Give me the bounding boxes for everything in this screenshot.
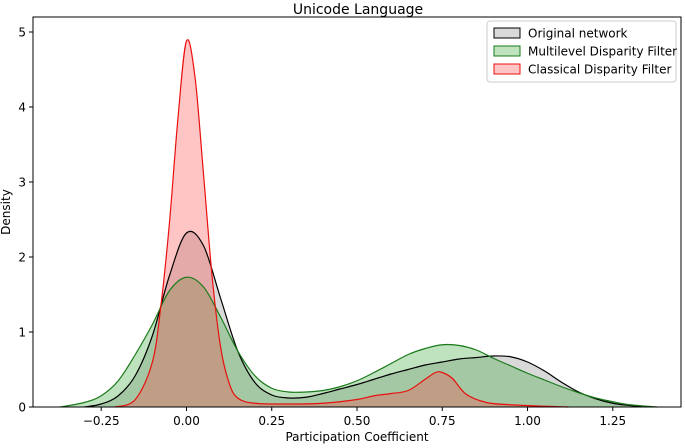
y-tick-label: 1	[18, 326, 26, 340]
series-line-classical-disparity-filter	[114, 39, 569, 408]
x-tick-label: 1.25	[599, 414, 626, 428]
legend-label-multilevel-disparity-filter: Multilevel Disparity Filter	[528, 45, 677, 59]
x-tick-label: 0.25	[258, 414, 285, 428]
series-line-original-network	[84, 230, 647, 408]
y-axis-label: Density	[0, 189, 13, 235]
legend-label-original-network: Original network	[528, 27, 628, 41]
x-tick-label: −0.25	[83, 414, 120, 428]
y-axis-ticks: 0 1 2 3 4 5	[18, 26, 33, 415]
x-axis-label: Participation Coefficient	[285, 430, 428, 444]
y-tick-label: 4	[18, 101, 26, 115]
x-axis-ticks: −0.25 0.00 0.25 0.50 0.75 1.00 1.25	[83, 407, 626, 428]
y-tick-label: 5	[18, 26, 26, 40]
legend-label-classical-disparity-filter: Classical Disparity Filter	[528, 63, 671, 77]
y-tick-label: 3	[18, 176, 26, 190]
legend-swatch-classical-disparity-filter	[493, 63, 521, 75]
legend-swatch-original-network	[493, 27, 521, 39]
series-area-multilevel-disparity-filter	[60, 277, 658, 407]
y-tick-label: 2	[18, 251, 26, 265]
legend: Original network Multilevel Disparity Fil…	[486, 20, 677, 83]
series-area-classical-disparity-filter	[114, 39, 569, 408]
legend-box	[486, 20, 677, 83]
series-area-original-network	[84, 231, 647, 407]
legend-swatch-multilevel-disparity-filter	[493, 45, 521, 57]
legend-items: Original network Multilevel Disparity Fil…	[493, 27, 677, 77]
series-line-multilevel-disparity-filter	[60, 276, 658, 408]
x-tick-label: 1.00	[514, 414, 541, 428]
y-tick-label: 0	[18, 401, 26, 415]
chart-title: Unicode Language	[293, 2, 423, 18]
density-fills	[60, 39, 658, 408]
x-tick-label: 0.75	[429, 414, 456, 428]
x-tick-label: 0.50	[344, 414, 371, 428]
density-lines	[60, 39, 658, 408]
x-tick-label: 0.00	[173, 414, 200, 428]
